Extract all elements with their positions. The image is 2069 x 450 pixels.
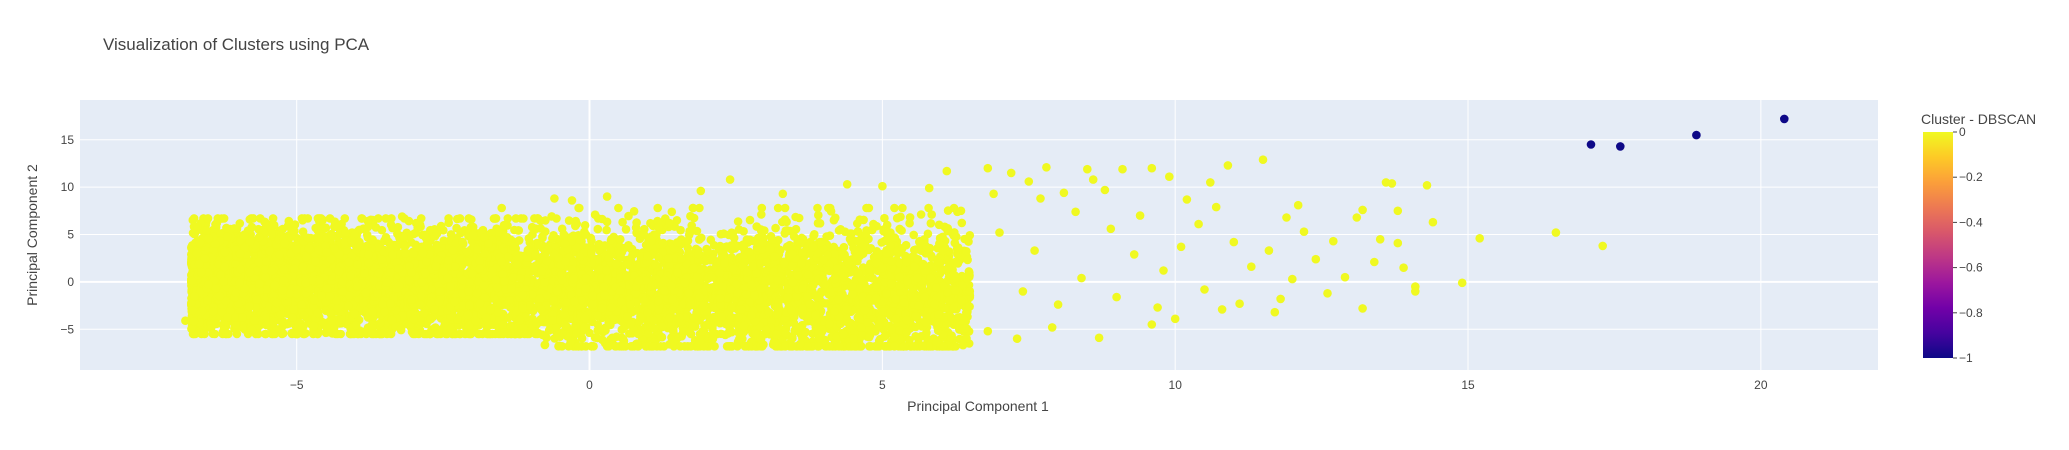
cluster-0-point xyxy=(935,239,944,248)
scatter-points xyxy=(181,114,1789,351)
cluster-0-point xyxy=(764,308,774,317)
cluster-0-point xyxy=(657,322,667,332)
cluster-0-point xyxy=(432,229,442,238)
cluster-0-point xyxy=(419,230,429,240)
cluster-0-point xyxy=(716,329,726,339)
cluster-0-point xyxy=(574,203,583,213)
cluster-0-point xyxy=(922,328,931,338)
cluster-0-point xyxy=(656,342,665,351)
cluster-0-point xyxy=(238,323,247,332)
cluster-0-point xyxy=(965,231,975,240)
cluster-0-point xyxy=(869,219,878,229)
cluster-0-point xyxy=(734,225,744,234)
cluster-0-point xyxy=(527,222,537,232)
cluster-0-point xyxy=(444,218,454,228)
cluster-0-point xyxy=(455,214,465,223)
cluster-0-point xyxy=(290,220,300,229)
cluster-0-point xyxy=(794,213,804,223)
cluster-0-point xyxy=(657,332,667,342)
cluster-0-point xyxy=(473,329,483,339)
cluster-0-point xyxy=(853,219,862,228)
cluster-0-point xyxy=(616,235,625,244)
cluster-0-point xyxy=(773,203,783,213)
cluster-0-point xyxy=(781,329,791,339)
cluster-0-point xyxy=(814,210,823,220)
cluster-0-point xyxy=(701,256,710,266)
cluster-0-point xyxy=(393,222,403,232)
cluster-0-point xyxy=(909,230,918,240)
cluster-0-point xyxy=(733,342,742,351)
cluster-0-point xyxy=(669,342,679,351)
cluster-0-point xyxy=(757,203,767,213)
cluster-0-point xyxy=(924,203,933,213)
cluster-0-point xyxy=(905,213,915,222)
cluster-0-point xyxy=(571,242,581,252)
cluster-0-point xyxy=(536,224,545,233)
cluster-0-point xyxy=(667,207,677,217)
cluster-0-point xyxy=(771,223,780,233)
cluster-0-point xyxy=(926,219,936,228)
cluster-0-point xyxy=(686,342,696,351)
cluster-0-point xyxy=(706,235,716,245)
cluster-0-point xyxy=(516,214,526,223)
cluster-0-point xyxy=(957,218,967,228)
cluster-0-point xyxy=(431,323,440,332)
cluster-0-point xyxy=(916,210,926,219)
cluster-0-point xyxy=(640,224,649,234)
cluster-0-point xyxy=(896,212,905,222)
cluster-0-point xyxy=(890,203,899,213)
cluster-0-point xyxy=(815,219,825,228)
cluster-0-point xyxy=(864,203,874,213)
cluster-0-point xyxy=(513,226,523,235)
cluster-0-point xyxy=(269,220,279,230)
cluster-0-point xyxy=(592,333,602,343)
cluster-0-point xyxy=(927,210,936,219)
cluster-0-point xyxy=(436,221,446,231)
cluster-0-point xyxy=(298,227,308,236)
cluster-0-point xyxy=(943,287,952,297)
cluster-0-point xyxy=(853,236,863,246)
cluster-0-point xyxy=(856,329,866,339)
cluster-0-point xyxy=(456,329,465,339)
cluster-0-point xyxy=(595,246,604,255)
cluster-0-point xyxy=(839,242,849,252)
cluster-0-point xyxy=(621,225,631,234)
cluster-0-point xyxy=(219,214,229,223)
cluster-0-point xyxy=(915,237,924,247)
cluster-0-point xyxy=(785,240,794,250)
cluster-0-point xyxy=(880,213,889,223)
cluster-0-point xyxy=(898,203,907,213)
cluster-0-point xyxy=(697,233,706,243)
cluster-0-point xyxy=(464,255,474,265)
cluster-0-point xyxy=(212,218,222,228)
cluster-0-point xyxy=(362,230,372,240)
cluster-0-point xyxy=(552,214,561,223)
cluster-0-point xyxy=(503,214,513,223)
cluster-0-point xyxy=(962,334,971,343)
cluster-0-point xyxy=(189,214,199,223)
cluster-0-point xyxy=(399,241,409,250)
cluster-0-point xyxy=(644,329,653,339)
cluster-0-point xyxy=(587,342,596,351)
